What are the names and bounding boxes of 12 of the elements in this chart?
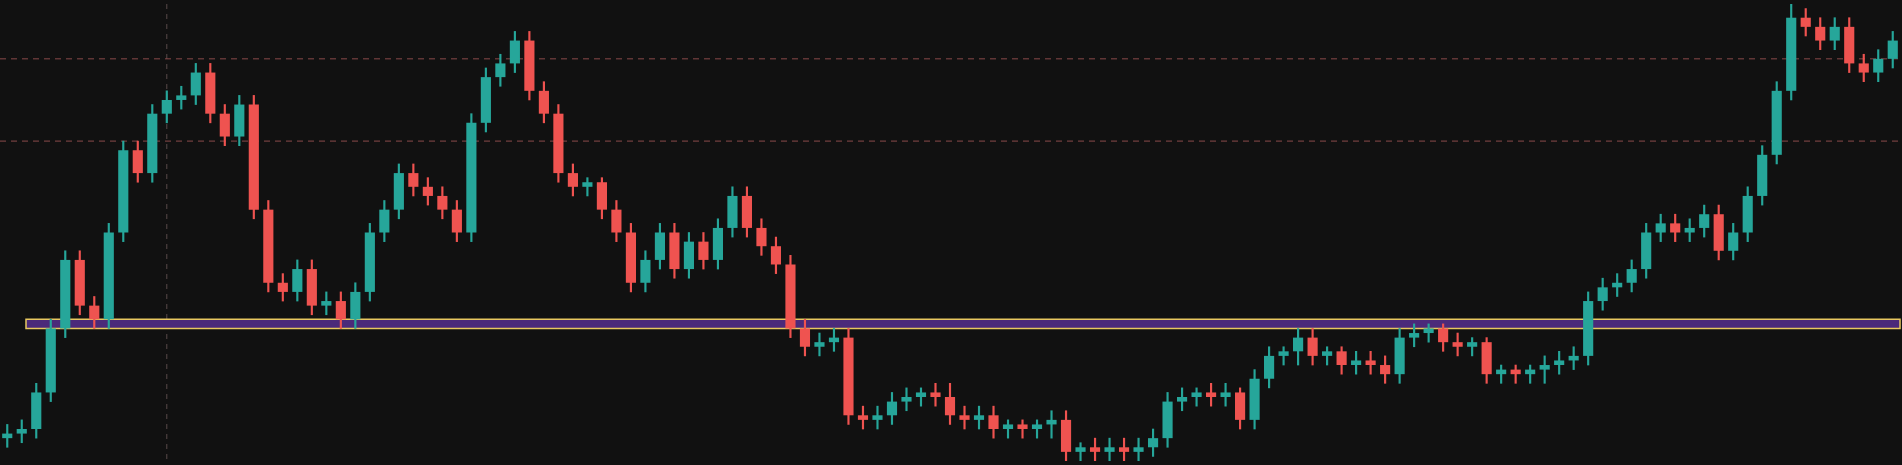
- candlestick: [1220, 382, 1231, 407]
- candlestick: [959, 405, 970, 430]
- candlestick: [1104, 437, 1115, 461]
- candlestick: [901, 387, 912, 412]
- candlestick: [1017, 419, 1028, 439]
- candlestick: [1046, 410, 1057, 439]
- candlestick: [1191, 387, 1202, 407]
- candlestick: [930, 382, 941, 407]
- candlestick: [1075, 442, 1086, 461]
- candlestick: [872, 405, 883, 430]
- candlestick: [814, 332, 825, 357]
- candlestick: [1133, 437, 1144, 461]
